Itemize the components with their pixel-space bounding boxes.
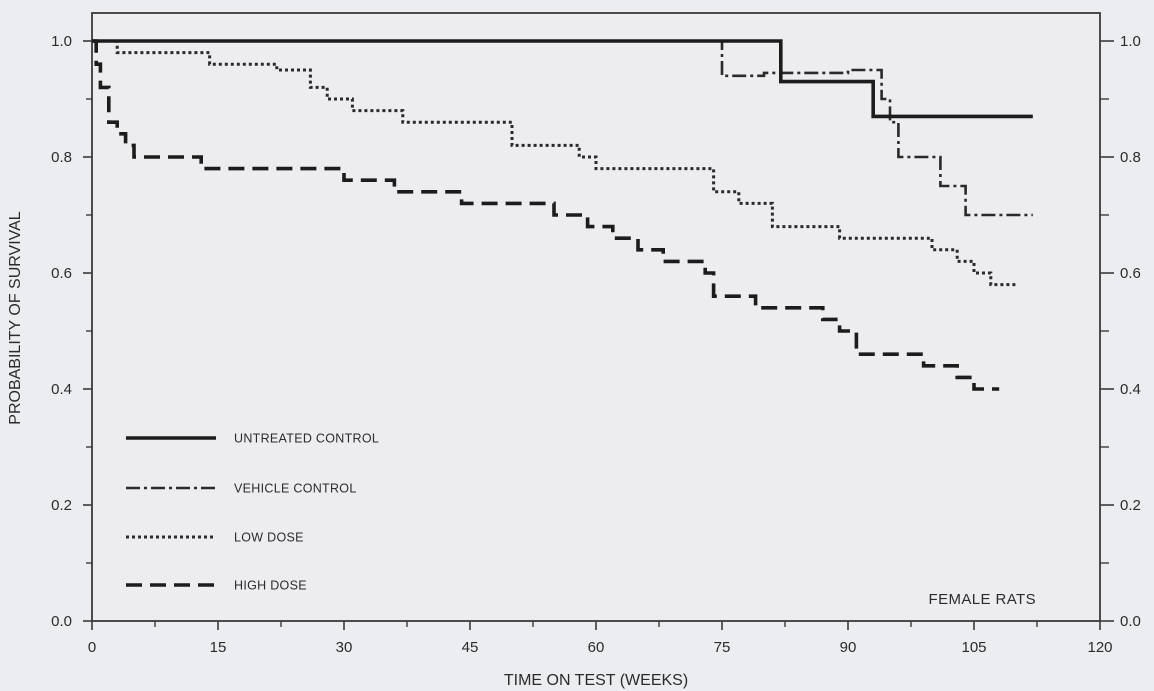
legend-label-untreated-control: UNTREATED CONTROL [234, 432, 379, 446]
y-left-tick-label: 0.8 [51, 149, 72, 166]
y-right-tick-label: 0.4 [1120, 381, 1141, 398]
legend: UNTREATED CONTROL VEHICLE CONTROL LOW DOSE… [126, 432, 379, 593]
x-tick-label: 0 [88, 639, 96, 656]
x-tick-label: 75 [714, 639, 731, 656]
series-line-low-dose [92, 39, 1016, 287]
x-tick-label: 60 [588, 639, 605, 656]
y-right-tick-label: 0.0 [1120, 613, 1141, 630]
panel-annotation: FEMALE RATS [929, 591, 1036, 608]
y-left-tick-label: 0.6 [51, 265, 72, 282]
y-axis-left: 0.0 0.2 0.4 0.6 0.8 1.0 [51, 33, 92, 630]
y-left-tick-label: 0.4 [51, 381, 72, 398]
y-right-tick-label: 0.2 [1120, 497, 1141, 514]
x-tick-label: 15 [210, 639, 227, 656]
legend-label-high-dose: HIGH DOSE [234, 579, 307, 593]
y-left-tick-label: 0.2 [51, 497, 72, 514]
x-tick-label: 45 [462, 639, 479, 656]
x-tick-label: 30 [336, 639, 353, 656]
y-left-tick-label: 0.0 [51, 613, 72, 630]
legend-label-low-dose: LOW DOSE [234, 531, 304, 545]
x-axis-title: TIME ON TEST (WEEKS) [504, 672, 688, 689]
x-tick-label: 120 [1087, 639, 1112, 656]
series-line-vehicle-control [92, 39, 1033, 217]
y-right-tick-label: 1.0 [1120, 33, 1141, 50]
y-right-tick-label: 0.6 [1120, 265, 1141, 282]
series-layer [92, 39, 1033, 391]
y-axis-title: PROBABILITY OF SURVIVAL [7, 211, 24, 425]
legend-label-vehicle-control: VEHICLE CONTROL [234, 482, 357, 496]
x-axis: 0 15 30 45 60 75 90 105 120 [88, 621, 1113, 656]
y-right-tick-label: 0.8 [1120, 149, 1141, 166]
x-tick-label: 105 [961, 639, 986, 656]
x-tick-label: 90 [840, 639, 857, 656]
series-line-untreated-control [92, 39, 1033, 119]
y-left-tick-label: 1.0 [51, 33, 72, 50]
y-axis-right: 0.0 0.2 0.4 0.6 0.8 1.0 [1100, 33, 1141, 630]
plot-frame [91, 12, 1101, 622]
